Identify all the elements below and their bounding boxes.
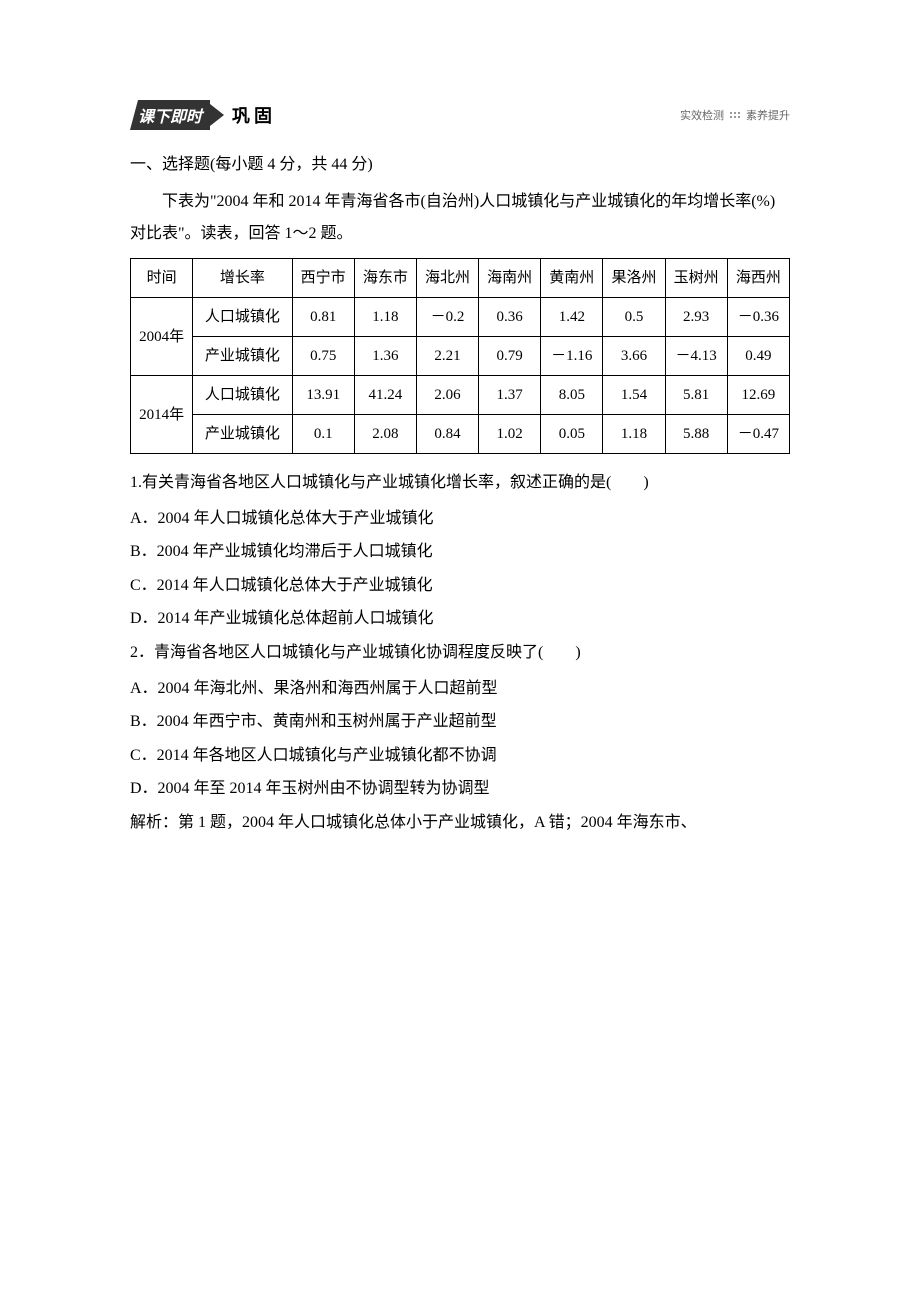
header-c2: 海东市 (354, 259, 416, 298)
cell: －4.13 (665, 337, 727, 376)
banner-light-label: 巩固 (232, 102, 276, 128)
cell: －1.16 (541, 337, 603, 376)
cell: 0.75 (292, 337, 354, 376)
analysis-text: 解析：第 1 题，2004 年人口城镇化总体小于产业城镇化，A 错；2004 年… (130, 806, 790, 840)
cell: 2.93 (665, 298, 727, 337)
cell: －0.47 (727, 415, 789, 454)
cell: 0.5 (603, 298, 665, 337)
banner-arrow-icon (210, 104, 224, 126)
cell: 1.36 (354, 337, 416, 376)
header-c7: 玉树州 (665, 259, 727, 298)
cell: 0.36 (479, 298, 541, 337)
question-1-option-c: C．2014 年人口城镇化总体大于产业城镇化 (130, 569, 790, 603)
cell: 13.91 (292, 376, 354, 415)
cell: 1.18 (603, 415, 665, 454)
question-2-stem: 2．青海省各地区人口城镇化与产业城镇化协调程度反映了( ) (130, 636, 790, 670)
page-header: 课下即时 巩固 实效检测 素养提升 (130, 100, 790, 130)
lesson-banner: 课下即时 巩固 (130, 100, 276, 130)
question-1-option-a: A．2004 年人口城镇化总体大于产业城镇化 (130, 502, 790, 536)
header-c3: 海北州 (416, 259, 478, 298)
table-row: 2004年 人口城镇化 0.81 1.18 －0.2 0.36 1.42 0.5… (131, 298, 790, 337)
year-2014-label: 2014年 (131, 376, 193, 454)
question-2-option-a: A．2004 年海北州、果洛州和海西州属于人口超前型 (130, 672, 790, 706)
header-c6: 果洛州 (603, 259, 665, 298)
cell: 0.49 (727, 337, 789, 376)
header-rate: 增长率 (193, 259, 292, 298)
cell: 1.54 (603, 376, 665, 415)
cell: 2.08 (354, 415, 416, 454)
question-2-option-c: C．2014 年各地区人口城镇化与产业城镇化都不协调 (130, 739, 790, 773)
header-c5: 黄南州 (541, 259, 603, 298)
row-ind-label: 产业城镇化 (193, 415, 292, 454)
row-ind-label: 产业城镇化 (193, 337, 292, 376)
cell: 41.24 (354, 376, 416, 415)
header-c8: 海西州 (727, 259, 789, 298)
table-row: 产业城镇化 0.1 2.08 0.84 1.02 0.05 1.18 5.88 … (131, 415, 790, 454)
cell: 0.1 (292, 415, 354, 454)
dots-icon (730, 112, 740, 118)
cell: 2.06 (416, 376, 478, 415)
header-right-left: 实效检测 (680, 107, 724, 123)
question-1-option-b: B．2004 年产业城镇化均滞后于人口城镇化 (130, 535, 790, 569)
data-table: 时间 增长率 西宁市 海东市 海北州 海南州 黄南州 果洛州 玉树州 海西州 2… (130, 258, 790, 454)
header-c4: 海南州 (479, 259, 541, 298)
cell: 8.05 (541, 376, 603, 415)
cell: 2.21 (416, 337, 478, 376)
header-right-tag: 实效检测 素养提升 (680, 107, 790, 123)
intro-paragraph: 下表为"2004 年和 2014 年青海省各市(自治州)人口城镇化与产业城镇化的… (130, 186, 790, 250)
header-c1: 西宁市 (292, 259, 354, 298)
cell: 0.81 (292, 298, 354, 337)
banner-dark-label: 课下即时 (130, 100, 210, 130)
row-pop-label: 人口城镇化 (193, 298, 292, 337)
question-2-option-b: B．2004 年西宁市、黄南州和玉树州属于产业超前型 (130, 705, 790, 739)
cell: 5.81 (665, 376, 727, 415)
cell: －0.2 (416, 298, 478, 337)
cell: 1.42 (541, 298, 603, 337)
question-1-stem: 1.有关青海省各地区人口城镇化与产业城镇化增长率，叙述正确的是( ) (130, 466, 790, 500)
table-row: 产业城镇化 0.75 1.36 2.21 0.79 －1.16 3.66 －4.… (131, 337, 790, 376)
table-header-row: 时间 增长率 西宁市 海东市 海北州 海南州 黄南州 果洛州 玉树州 海西州 (131, 259, 790, 298)
question-2-option-d: D．2004 年至 2014 年玉树州由不协调型转为协调型 (130, 772, 790, 806)
section-title: 一、选择题(每小题 4 分，共 44 分) (130, 150, 790, 174)
cell: 0.05 (541, 415, 603, 454)
header-right-right: 素养提升 (746, 107, 790, 123)
cell: 1.18 (354, 298, 416, 337)
header-time: 时间 (131, 259, 193, 298)
cell: 3.66 (603, 337, 665, 376)
year-2004-label: 2004年 (131, 298, 193, 376)
table-row: 2014年 人口城镇化 13.91 41.24 2.06 1.37 8.05 1… (131, 376, 790, 415)
question-1-option-d: D．2014 年产业城镇化总体超前人口城镇化 (130, 602, 790, 636)
cell: －0.36 (727, 298, 789, 337)
cell: 1.37 (479, 376, 541, 415)
cell: 0.79 (479, 337, 541, 376)
cell: 12.69 (727, 376, 789, 415)
cell: 0.84 (416, 415, 478, 454)
row-pop-label: 人口城镇化 (193, 376, 292, 415)
cell: 1.02 (479, 415, 541, 454)
cell: 5.88 (665, 415, 727, 454)
